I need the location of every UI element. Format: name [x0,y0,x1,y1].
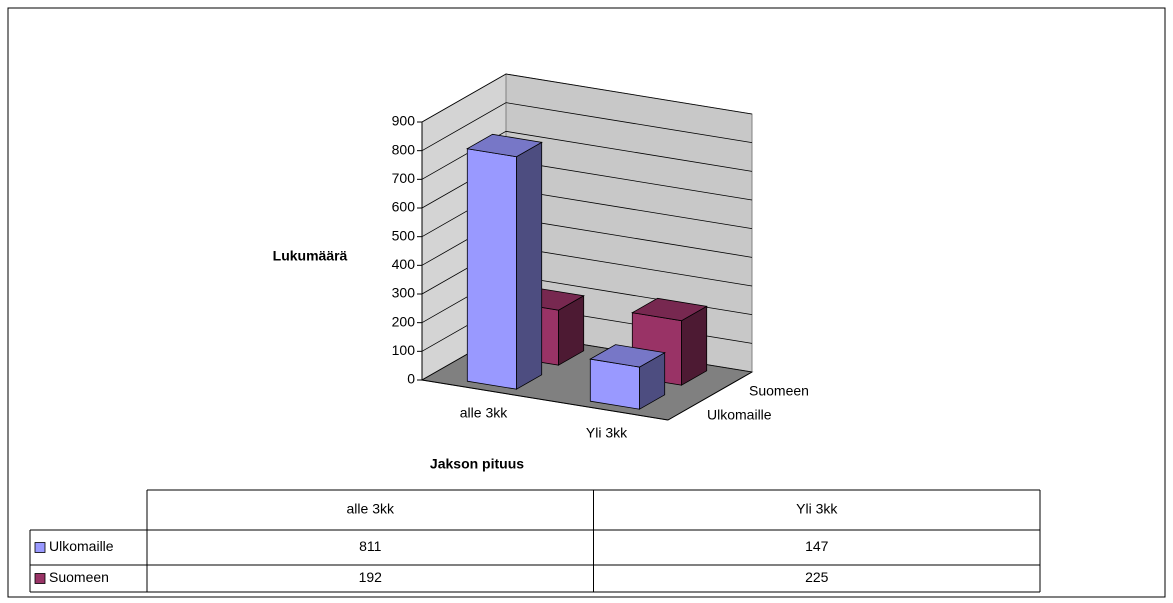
table-cell: 147 [805,538,829,554]
bar-top [631,297,708,322]
legend-key [34,542,46,553]
table-cell: 225 [805,569,829,585]
bar-top [466,133,543,158]
table-header: alle 3kk [347,501,395,517]
depth-axis [667,371,753,421]
y-tick-label: 0 [407,371,415,387]
y-tick-label: 200 [392,313,416,329]
y-tick-label: 300 [392,285,416,301]
grid-line [421,130,753,180]
depth-tick-label: Suomeen [749,383,809,399]
y-tick-label: 400 [392,256,416,272]
y-axis-title: Lukumäärä [273,248,348,264]
grid-line [421,102,753,152]
grid-line [421,73,753,123]
bar-side [516,141,543,390]
legend-key [34,573,46,584]
bar-front [466,148,517,390]
bar-front [589,358,640,410]
y-tick-label: 700 [392,170,416,186]
x-tick-label: Yli 3kk [586,425,628,441]
x-axis-title: Jakson pituus [430,456,524,472]
legend-label: Ulkomaille [49,538,114,554]
x-axis [421,379,669,421]
table-cell: 192 [359,569,383,585]
y-tick-label: 800 [392,141,416,157]
table-header: Yli 3kk [796,501,838,517]
table-cell: 811 [359,538,382,554]
legend-label: Suomeen [49,569,109,585]
y-tick-label: 600 [392,199,416,215]
x-tick-label: alle 3kk [460,405,508,421]
y-tick-label: 500 [392,227,416,243]
y-tick-label: 100 [392,342,416,358]
depth-tick-label: Ulkomaille [707,407,772,423]
y-tick-label: 900 [392,113,416,129]
bar-top [589,344,666,368]
